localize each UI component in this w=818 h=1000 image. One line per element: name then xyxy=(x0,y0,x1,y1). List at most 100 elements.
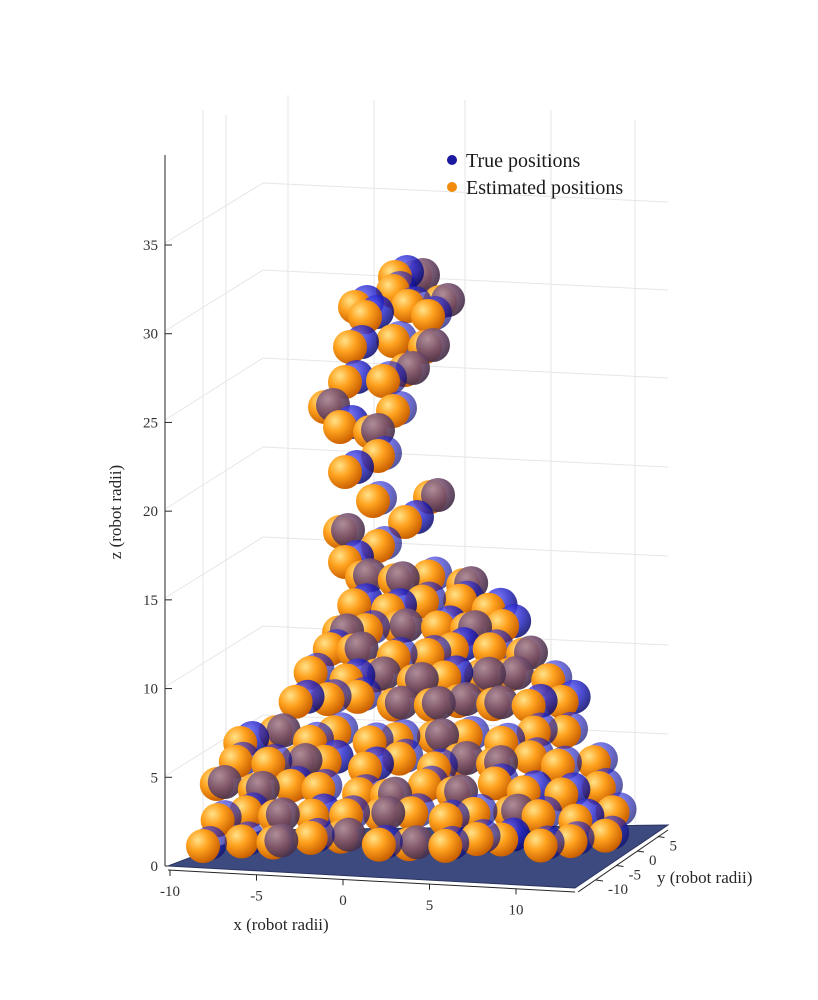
true-position-marker xyxy=(385,561,420,596)
robot-sphere xyxy=(411,296,452,333)
x-tick-label: 5 xyxy=(426,898,434,914)
true-position-marker xyxy=(399,825,434,860)
legend-marker-true xyxy=(447,155,457,165)
true-position-marker xyxy=(425,718,460,753)
true-position-marker xyxy=(416,328,450,362)
estimated-position-marker xyxy=(366,364,400,398)
true-position-marker xyxy=(421,686,456,721)
true-position-marker xyxy=(421,478,455,512)
robot-sphere xyxy=(361,824,403,862)
estimated-position-marker xyxy=(323,410,357,444)
robot-sphere xyxy=(588,815,630,853)
robot-sphere xyxy=(523,825,565,863)
true-position-marker xyxy=(389,608,424,643)
robot-sphere xyxy=(417,718,460,755)
robot-sphere xyxy=(186,826,228,864)
estimated-position-marker xyxy=(411,299,445,333)
z-tick-label: 0 xyxy=(151,859,159,875)
true-position-marker xyxy=(484,685,519,720)
x-tick-label: 10 xyxy=(509,902,524,918)
x-tick-label: -5 xyxy=(250,889,263,905)
grid-line xyxy=(164,357,264,421)
y-axis: -10-5 05 y (robot radii) xyxy=(577,829,752,898)
true-position-marker xyxy=(472,656,507,691)
robot-spheres xyxy=(186,255,637,864)
true-position-marker xyxy=(344,631,379,666)
robot-sphere xyxy=(333,325,379,364)
robot-sphere xyxy=(363,795,406,832)
z-tick-label: 20 xyxy=(143,504,158,520)
legend: True positions Estimated positions xyxy=(447,150,623,199)
grid-line xyxy=(164,536,264,599)
robot-sphere xyxy=(256,823,299,860)
robot-sphere xyxy=(428,825,470,863)
robot-sphere xyxy=(476,685,519,722)
robot-sphere xyxy=(413,686,456,723)
z-tick-label: 35 xyxy=(143,238,158,254)
z-ticks: 0 5 10 15 20 25 30 35 xyxy=(143,238,172,875)
y-ticks: -10-5 05 xyxy=(595,836,678,898)
true-position-marker xyxy=(499,655,534,690)
estimated-position-marker xyxy=(348,300,382,334)
true-position-marker xyxy=(449,682,484,717)
estimated-position-marker xyxy=(588,818,623,853)
true-position-marker xyxy=(266,713,301,748)
x-tick-label: -10 xyxy=(160,884,180,900)
robot-sphere xyxy=(328,450,374,489)
true-position-marker xyxy=(449,740,484,775)
robot-sphere xyxy=(356,481,397,518)
x-axis: -10 -5 0 5 10 x (robot radii) xyxy=(160,869,576,934)
robot-sphere xyxy=(428,799,470,837)
y-tick-label: -5 xyxy=(629,868,642,884)
x-tick-label: 0 xyxy=(339,893,347,909)
estimated-position-marker xyxy=(224,824,259,859)
y-axis-label: y (robot radii) xyxy=(657,868,752,887)
true-position-marker xyxy=(371,795,406,830)
estimated-position-marker xyxy=(513,740,548,775)
true-position-marker xyxy=(265,797,300,832)
z-axis: 0 5 10 15 20 25 30 35 z (robot radii) xyxy=(106,155,172,875)
robot-sphere xyxy=(293,817,335,855)
robot-sphere xyxy=(348,295,394,334)
estimated-position-marker xyxy=(472,632,507,667)
robot-sphere xyxy=(361,436,402,473)
robot-sphere xyxy=(376,391,417,428)
estimated-position-marker xyxy=(428,828,463,863)
estimated-position-marker xyxy=(333,330,367,364)
estimated-position-marker xyxy=(376,324,410,358)
z-axis-label: z (robot radii) xyxy=(106,465,125,559)
robot-sphere xyxy=(278,679,325,719)
estimated-position-marker xyxy=(273,768,308,803)
robot-sphere xyxy=(472,629,514,667)
z-tick-label: 25 xyxy=(143,415,158,431)
robot-sphere xyxy=(199,765,242,802)
y-tick-mark xyxy=(657,836,665,838)
true-position-marker xyxy=(331,817,366,852)
legend-marker-estimated xyxy=(447,182,457,192)
estimated-position-marker xyxy=(523,828,558,863)
y-tick-mark xyxy=(595,879,604,882)
x-axis-label: x (robot radii) xyxy=(233,915,328,934)
z-tick-label: 10 xyxy=(143,682,158,698)
y-tick-label: 0 xyxy=(649,853,657,869)
estimated-position-marker xyxy=(293,820,328,855)
robot-sphere xyxy=(521,796,563,834)
y-tick-label: 5 xyxy=(670,839,678,855)
estimated-position-marker xyxy=(186,829,221,864)
true-position-marker xyxy=(404,662,439,697)
estimated-position-marker xyxy=(278,684,313,719)
x-ticks: -10 -5 0 5 10 xyxy=(160,870,524,918)
estimated-position-marker xyxy=(477,766,512,801)
estimated-position-marker xyxy=(356,484,390,518)
robot-sphere xyxy=(366,361,407,398)
true-position-marker xyxy=(331,513,365,547)
legend-label-estimated: Estimated positions xyxy=(466,177,623,199)
estimated-position-marker xyxy=(521,799,556,834)
robot-sphere xyxy=(376,685,419,722)
y-tick-mark xyxy=(636,850,645,853)
robot-sphere xyxy=(323,513,365,549)
grid-line xyxy=(164,269,264,332)
true-position-marker xyxy=(384,685,419,720)
true-position-marker xyxy=(207,765,242,800)
